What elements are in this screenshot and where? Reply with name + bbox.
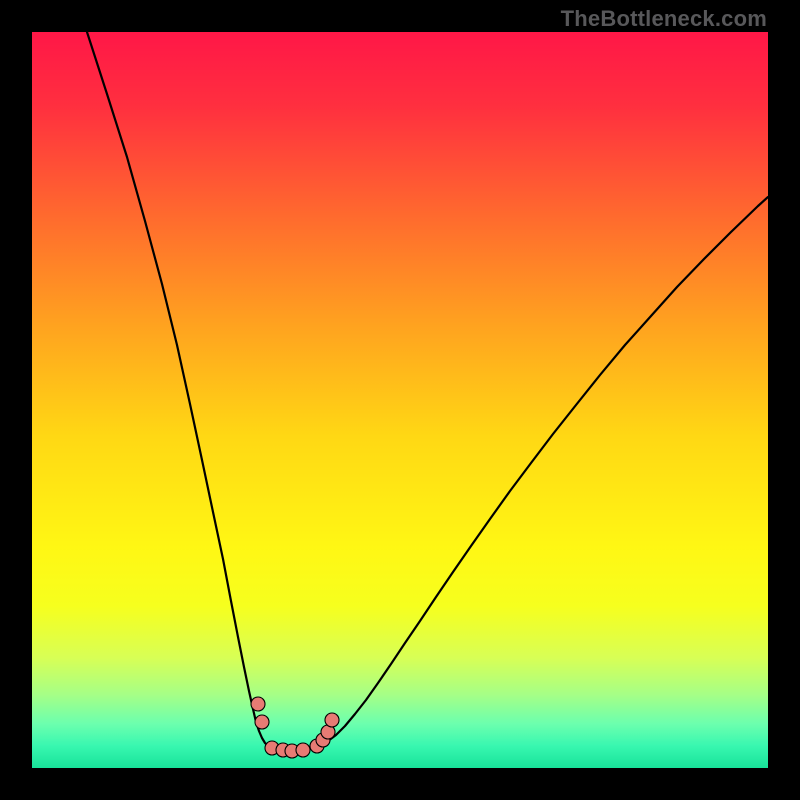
chart-svg — [0, 0, 800, 800]
curve-right — [287, 197, 768, 751]
data-marker — [251, 697, 265, 711]
curve-left — [87, 32, 287, 751]
data-marker — [325, 713, 339, 727]
data-marker — [255, 715, 269, 729]
outer-frame: TheBottleneck.com — [0, 0, 800, 800]
data-marker — [296, 743, 310, 757]
